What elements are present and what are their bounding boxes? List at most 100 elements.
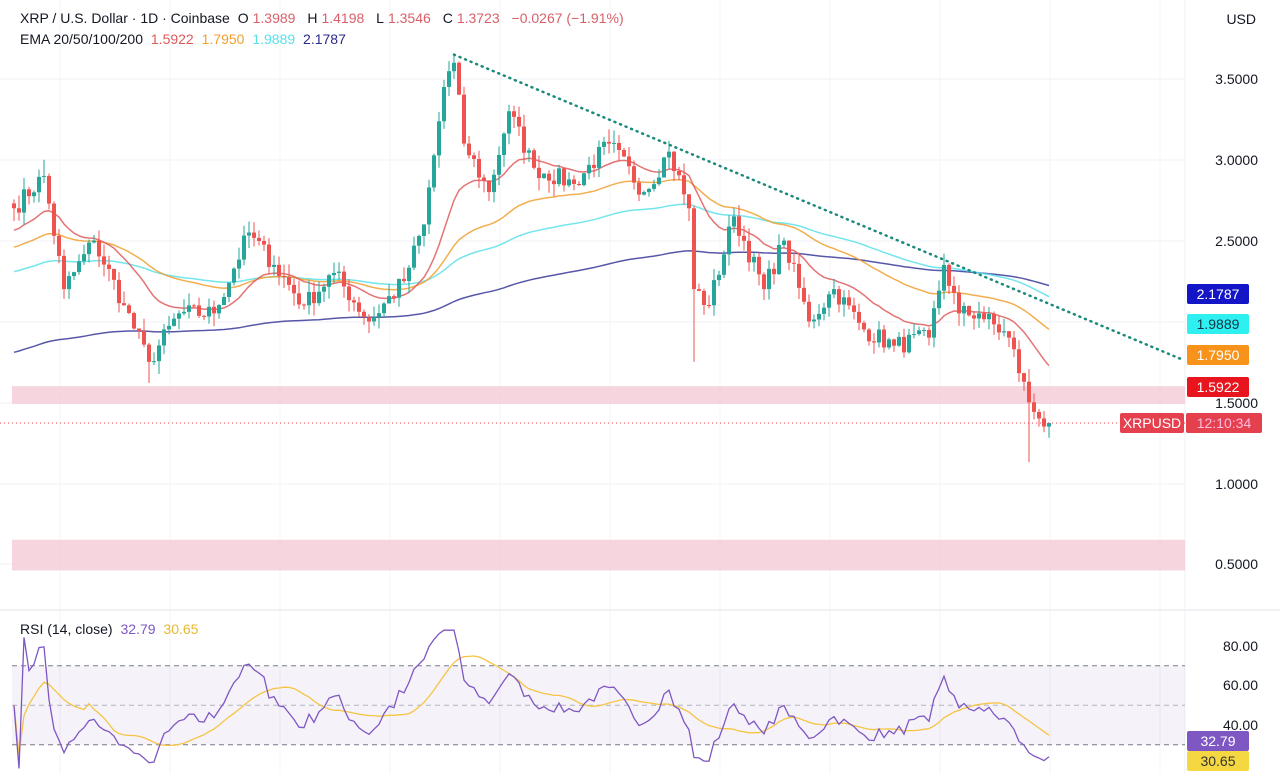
candle-body (842, 297, 846, 305)
rsi-ma-line (13, 655, 1050, 755)
rsi-legend[interactable]: RSI (14, close) 32.79 30.65 (20, 621, 202, 637)
candle-body (947, 264, 951, 286)
candle-body (207, 306, 211, 317)
candle-body (457, 62, 461, 95)
candle-body (387, 296, 391, 304)
candle-body (1032, 402, 1036, 412)
candle-body (482, 177, 486, 181)
candle-body (892, 339, 896, 346)
candle-body (587, 164, 591, 174)
candle-body (167, 325, 171, 330)
candle-body (962, 305, 966, 314)
candle-body (112, 268, 116, 280)
candle-body (247, 232, 251, 236)
candle-body (1002, 331, 1006, 333)
candle-body (667, 151, 671, 158)
candle-body (597, 146, 601, 168)
candle-body (332, 272, 336, 276)
candle-body (42, 175, 46, 177)
currency-label[interactable]: USD (1226, 11, 1256, 27)
candle-body (537, 167, 541, 179)
candle-body (682, 175, 686, 195)
candle-body (812, 319, 816, 322)
candle-body (692, 208, 696, 290)
ema200-price-tag: 2.1787 (1187, 284, 1249, 304)
price-tick: 3.5000 (1215, 71, 1258, 87)
candle-body (87, 242, 91, 255)
candle-body (982, 313, 986, 320)
candle-body (542, 173, 546, 179)
candle-body (712, 280, 716, 306)
candle-body (472, 155, 476, 159)
candle-body (632, 166, 636, 183)
candle-body (337, 271, 341, 273)
candle-body (642, 192, 646, 195)
candle-body (757, 256, 761, 275)
candle-body (392, 296, 396, 298)
candle-body (177, 313, 181, 319)
candle-body (402, 278, 406, 282)
rsi-tick: 60.00 (1222, 677, 1258, 693)
candle-body (397, 278, 401, 298)
ema-legend[interactable]: EMA 20/50/100/200 1.5922 1.7950 1.9889 2… (20, 31, 350, 47)
candle-body (292, 284, 296, 294)
candle-body (27, 189, 31, 197)
price-tick: 3.0000 (1215, 152, 1258, 168)
candle-body (617, 142, 621, 150)
candle-body (277, 264, 281, 276)
ema200-line (13, 249, 1050, 354)
candle-body (317, 291, 321, 304)
candle-body (182, 311, 186, 314)
candle-body (752, 256, 756, 263)
rsi-tick: 80.00 (1222, 638, 1258, 654)
candle-body (697, 289, 701, 291)
candle-body (762, 274, 766, 290)
candle-body (32, 192, 36, 197)
candle-body (732, 216, 736, 227)
candle-body (822, 307, 826, 314)
candle-body (172, 318, 176, 326)
candle-body (282, 275, 286, 278)
candle-body (1007, 331, 1011, 338)
candle-body (152, 361, 156, 363)
symbol-price-tag: XRPUSD (1120, 413, 1184, 433)
candle-body (17, 208, 21, 213)
candle-body (307, 291, 311, 306)
price-tick: 1.0000 (1215, 476, 1258, 492)
candle-body (47, 175, 51, 204)
candle-body (502, 133, 506, 155)
rsi-value: 32.79 (120, 621, 156, 637)
candle-body (832, 289, 836, 295)
candle-body (517, 116, 521, 127)
candle-body (882, 329, 886, 348)
candle-body (52, 203, 56, 236)
candle-body (672, 151, 676, 172)
rsi-tick: 40.00 (1222, 717, 1258, 733)
candle-body (162, 329, 166, 346)
candle-body (522, 126, 526, 153)
candle-body (347, 286, 351, 301)
candle-body (497, 154, 501, 175)
rsi-line (13, 629, 1050, 769)
candle-body (67, 276, 71, 290)
candle-body (1012, 337, 1016, 350)
candle-body (72, 272, 76, 277)
ema50-line (13, 178, 1050, 330)
open-label: O (237, 10, 249, 26)
candle-body (707, 304, 711, 306)
candle-body (82, 254, 86, 262)
candle-body (977, 313, 981, 319)
candle-body (327, 275, 331, 287)
symbol-title: XRP / U.S. Dollar · 1D · Coinbase (20, 10, 230, 26)
candle-body (297, 293, 301, 305)
candle-body (777, 244, 781, 275)
candle-body (582, 173, 586, 186)
candle-body (372, 317, 376, 322)
candle-body (122, 303, 126, 306)
candle-body (62, 255, 66, 290)
candle-body (492, 174, 496, 193)
rsi-ma-value: 30.65 (163, 621, 199, 637)
candle-body (722, 254, 726, 275)
candle-body (442, 86, 446, 122)
